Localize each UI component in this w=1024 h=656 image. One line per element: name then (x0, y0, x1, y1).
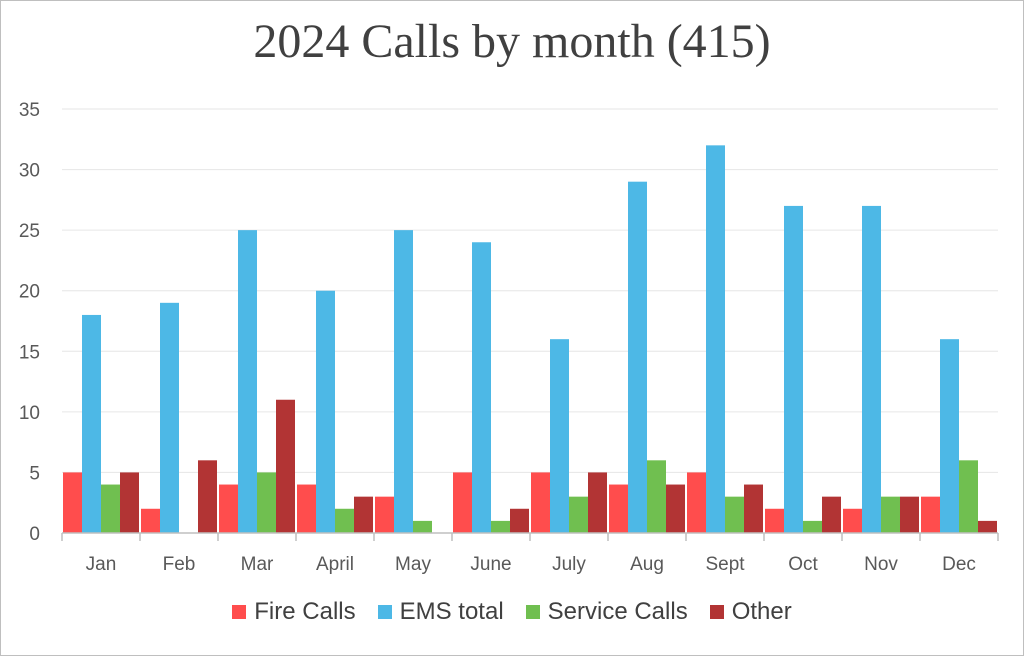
bar (531, 472, 550, 533)
x-tick-label: Dec (942, 554, 976, 575)
legend-swatch (377, 605, 392, 619)
x-tick-label: Nov (864, 554, 898, 575)
bar (141, 508, 160, 533)
bar (666, 484, 685, 533)
legend-swatch (232, 605, 247, 619)
legend-label: Fire Calls (254, 598, 356, 625)
bar (453, 472, 472, 533)
bar (276, 399, 295, 533)
x-tick-label: Sept (705, 554, 745, 575)
bar (120, 472, 139, 533)
legend-item: Fire Calls (232, 598, 356, 626)
bar (510, 508, 529, 533)
x-tick-label: May (395, 554, 431, 575)
bar (569, 496, 588, 533)
y-axis-ticks: 0 5 10 15 20 25 30 35 (19, 100, 40, 545)
bar (765, 508, 784, 533)
y-tick-label: 5 (29, 463, 40, 484)
bar (978, 520, 997, 533)
bar (491, 520, 510, 533)
bar (609, 484, 628, 533)
x-tick-label: Feb (163, 554, 196, 575)
bar (413, 520, 432, 533)
legend-swatch (709, 605, 724, 619)
bar (921, 496, 940, 533)
y-tick-label: 25 (19, 221, 40, 242)
legend-item: Other (709, 598, 792, 626)
x-tick-label: July (552, 554, 586, 575)
bar (900, 496, 919, 533)
bar (862, 205, 881, 533)
bar (160, 302, 179, 533)
y-tick-label: 30 (19, 161, 40, 182)
bar (843, 508, 862, 533)
bar (63, 472, 82, 533)
x-tick-label: Jan (86, 554, 117, 575)
bar (588, 472, 607, 533)
bar (959, 460, 978, 533)
bar (940, 339, 959, 533)
legend-swatch (525, 605, 540, 619)
bar (101, 484, 120, 533)
bar (784, 205, 803, 533)
gridlines (62, 108, 998, 473)
bar (257, 472, 276, 533)
legend-label: EMS total (399, 598, 504, 625)
x-tick-label: Aug (630, 554, 664, 575)
bars (63, 145, 997, 534)
y-tick-label: 0 (29, 524, 40, 545)
bar (706, 145, 725, 534)
bar (803, 520, 822, 533)
x-axis-ticks: Jan Feb Mar April May June July Aug Sept Oct Nov De… (86, 554, 976, 575)
bar (550, 339, 569, 533)
bar (198, 460, 217, 533)
x-tick-label: Oct (788, 554, 818, 575)
x-axis (61, 532, 999, 541)
bar (647, 460, 666, 533)
bar (394, 230, 413, 533)
y-tick-label: 10 (19, 403, 40, 424)
bar (472, 242, 491, 533)
x-tick-label: June (470, 554, 511, 575)
bar (687, 472, 706, 533)
bar (316, 290, 335, 533)
y-tick-label: 15 (19, 342, 40, 363)
legend-label: Service Calls (547, 598, 688, 625)
chart-title: 2024 Calls by month (415) (253, 15, 771, 68)
bar (744, 484, 763, 533)
bar (725, 496, 744, 533)
bar (82, 314, 101, 533)
legend-item: EMS total (377, 598, 504, 626)
bar (335, 508, 354, 533)
y-tick-label: 20 (19, 282, 40, 303)
bar (628, 181, 647, 533)
bar (297, 484, 316, 533)
bar (822, 496, 841, 533)
bar (219, 484, 238, 533)
bar (238, 230, 257, 533)
x-tick-label: Mar (241, 554, 274, 575)
x-tick-label: April (316, 554, 354, 575)
y-tick-label: 35 (19, 100, 40, 121)
bar (375, 496, 394, 533)
legend-label: Other (731, 598, 792, 625)
legend-item: Service Calls (525, 598, 688, 626)
legend: Fire Calls EMS total Service Calls Other (0, 598, 1024, 626)
bar (881, 496, 900, 533)
bar (354, 496, 373, 533)
